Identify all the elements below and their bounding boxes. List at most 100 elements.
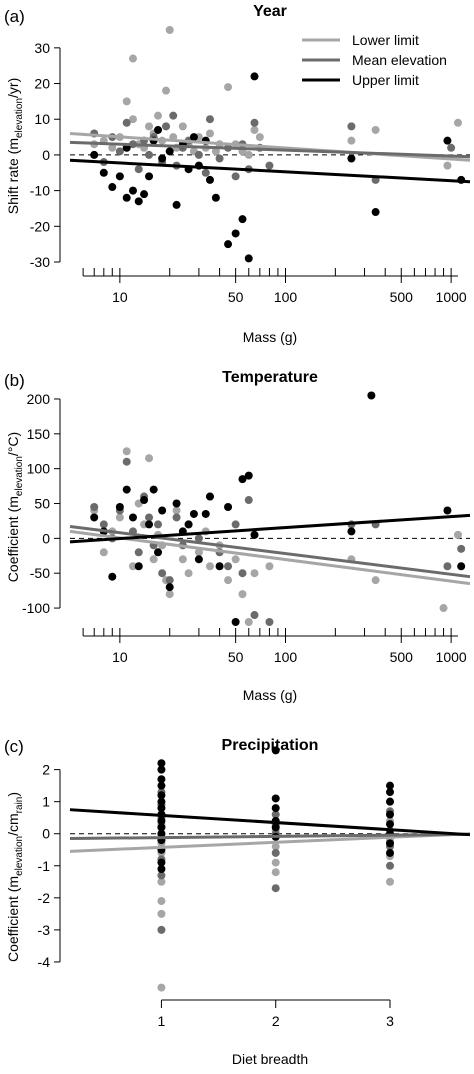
y-axis-label-close: ) bbox=[5, 792, 21, 797]
data-point bbox=[140, 496, 149, 505]
data-point bbox=[157, 775, 166, 784]
data-point bbox=[157, 823, 166, 832]
data-point bbox=[386, 877, 394, 886]
data-point bbox=[250, 530, 259, 539]
data-point bbox=[145, 520, 154, 529]
data-point bbox=[178, 122, 187, 131]
data-point bbox=[149, 485, 158, 494]
data-point bbox=[115, 513, 124, 522]
legend-label: Upper limit bbox=[352, 72, 419, 88]
data-point bbox=[157, 759, 166, 768]
x-tick-label: 1 bbox=[158, 1013, 166, 1029]
data-point bbox=[165, 590, 174, 599]
data-point bbox=[457, 544, 466, 553]
data-point bbox=[215, 154, 224, 163]
data-point bbox=[238, 590, 247, 599]
data-point bbox=[457, 562, 466, 571]
data-point bbox=[224, 503, 233, 511]
data-point bbox=[128, 186, 137, 195]
data-point bbox=[157, 797, 166, 806]
data-point bbox=[371, 125, 380, 134]
data-point bbox=[271, 848, 280, 857]
data-point bbox=[90, 150, 99, 159]
data-point bbox=[453, 118, 462, 127]
y-tick-label: -50 bbox=[30, 565, 50, 581]
data-point bbox=[447, 143, 456, 152]
y-tick-label: 100 bbox=[27, 461, 51, 477]
data-point bbox=[154, 548, 163, 557]
y-tick-label: 20 bbox=[34, 76, 50, 92]
data-point bbox=[122, 457, 131, 466]
data-point bbox=[108, 183, 117, 192]
y-tick-label: 2 bbox=[42, 762, 50, 778]
data-point bbox=[386, 810, 394, 819]
data-point bbox=[145, 454, 154, 463]
x-tick-label: 1000 bbox=[436, 649, 467, 665]
data-point bbox=[265, 562, 274, 571]
data-point bbox=[115, 147, 124, 156]
data-point bbox=[205, 492, 214, 501]
data-point bbox=[154, 125, 163, 134]
data-point bbox=[162, 86, 171, 95]
data-point bbox=[134, 548, 143, 557]
y-tick-label: -30 bbox=[30, 254, 50, 270]
data-point bbox=[231, 229, 240, 238]
data-point bbox=[90, 513, 99, 522]
y-tick-label: -10 bbox=[30, 183, 50, 199]
data-point bbox=[205, 115, 214, 124]
data-point bbox=[157, 983, 166, 992]
data-point bbox=[250, 569, 259, 578]
y-axis-label: Coefficient (melevation/°C) bbox=[5, 432, 25, 582]
data-point bbox=[149, 555, 158, 564]
data-point bbox=[386, 861, 394, 870]
data-point bbox=[231, 520, 240, 529]
x-tick-label: 10 bbox=[112, 649, 128, 665]
data-point bbox=[128, 562, 137, 571]
data-point bbox=[165, 576, 174, 585]
y-tick-label: 200 bbox=[27, 391, 51, 407]
series-3 bbox=[157, 746, 394, 873]
x-axis-label: Mass (g) bbox=[243, 687, 297, 703]
y-axis-label-main: Coefficient (m bbox=[5, 876, 21, 962]
data-point bbox=[215, 562, 224, 571]
y-tick-label: 50 bbox=[34, 496, 50, 512]
chart-title: Precipitation bbox=[222, 737, 319, 754]
data-point bbox=[231, 555, 240, 564]
data-point bbox=[165, 147, 174, 156]
data-point bbox=[250, 118, 259, 127]
data-point bbox=[157, 877, 166, 886]
data-point bbox=[250, 611, 259, 620]
panel-label: (b) bbox=[4, 371, 25, 390]
data-point bbox=[128, 513, 137, 522]
data-point bbox=[157, 858, 166, 867]
data-point bbox=[165, 26, 174, 34]
data-point bbox=[205, 129, 214, 138]
series-3 bbox=[90, 391, 466, 626]
data-point bbox=[238, 215, 247, 224]
y-axis-label-main: Shift rate (m bbox=[5, 138, 21, 214]
panel-2: (b) Temperature -100 -50 0 50 100 150 200 10 50 100… bbox=[4, 369, 471, 703]
y-axis-label: Shift rate (melevation/yr) bbox=[5, 78, 25, 215]
x-tick-label: 50 bbox=[228, 649, 244, 665]
data-point bbox=[231, 618, 240, 626]
y-axis-label-end: /cm bbox=[5, 813, 21, 836]
data-point bbox=[154, 520, 163, 529]
data-point bbox=[443, 161, 452, 170]
data-point bbox=[145, 172, 154, 181]
data-point bbox=[443, 136, 452, 145]
data-point bbox=[347, 122, 356, 131]
x-tick-label: 500 bbox=[390, 649, 414, 665]
data-point bbox=[194, 555, 203, 564]
data-point bbox=[224, 83, 233, 92]
y-tick-label: -3 bbox=[38, 922, 51, 938]
x-tick-label: 3 bbox=[386, 1013, 394, 1029]
data-point bbox=[157, 909, 166, 918]
data-point bbox=[157, 925, 166, 934]
data-point bbox=[224, 576, 233, 585]
data-point bbox=[271, 868, 280, 877]
data-point bbox=[157, 804, 166, 813]
data-point bbox=[244, 618, 253, 626]
data-point bbox=[99, 520, 108, 529]
data-point bbox=[271, 823, 280, 832]
